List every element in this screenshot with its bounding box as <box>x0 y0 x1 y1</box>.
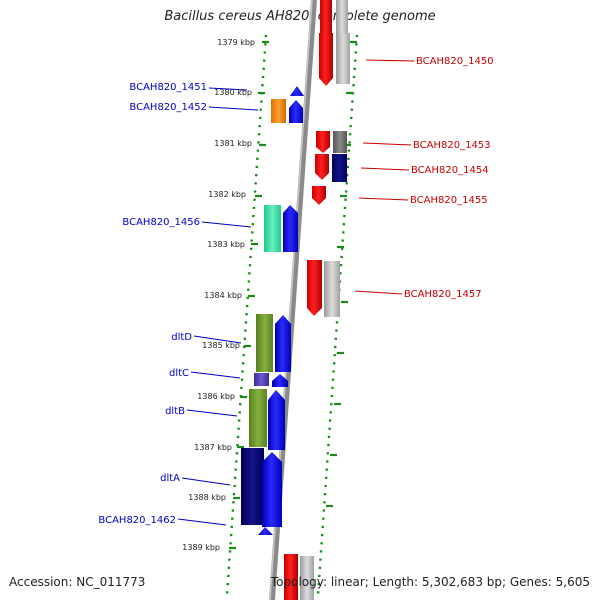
gene-bcah820-1452-orange[interactable] <box>271 99 286 123</box>
gene-dltc-blue[interactable] <box>272 374 288 387</box>
gene-label-left[interactable]: BCAH820_1456 <box>122 217 200 228</box>
gene-dlta-navy[interactable] <box>241 448 264 525</box>
gene-dltd-blue[interactable] <box>275 315 291 372</box>
gene-label-left[interactable]: BCAH820_1452 <box>129 102 207 113</box>
label-connectors-left <box>177 87 259 526</box>
gene-bcah820-1457-red[interactable] <box>307 260 322 316</box>
scale-labels: 1379 kbp 1380 kbp 1381 kbp 1382 kbp 1383… <box>182 38 255 552</box>
gene-label-right[interactable]: BCAH820_1457 <box>404 289 482 300</box>
scale-ticks <box>229 40 357 550</box>
genome-title: Bacillus cereus AH820, complete genome <box>164 9 436 24</box>
label-connectors-right <box>354 59 415 295</box>
gene-bcah820-1456-mint[interactable] <box>264 205 281 252</box>
scale-label: 1389 kbp <box>182 543 220 552</box>
gene-bcah820-1454-navy[interactable] <box>332 154 347 182</box>
gene-dlta-blue[interactable] <box>262 452 282 527</box>
gene-bcah820-1453-red[interactable] <box>316 131 330 153</box>
gene-label-left[interactable]: BCAH820_1451 <box>129 82 207 93</box>
scale-label: 1379 kbp <box>217 38 255 47</box>
gene-label-left[interactable]: dltD <box>171 332 192 343</box>
gene-bcah820-1454-red[interactable] <box>315 154 329 180</box>
scale-label: 1380 kbp <box>214 88 252 97</box>
gene-label-right[interactable]: BCAH820_1455 <box>410 195 488 206</box>
gene-bcah820-1451-blue[interactable] <box>290 86 304 96</box>
topology-label: Topology: linear; Length: 5,302,683 bp; … <box>270 575 590 589</box>
scale-label: 1385 kbp <box>202 341 240 350</box>
gene-dltb-blue[interactable] <box>268 390 285 450</box>
gene-bcah820-1457-gray[interactable] <box>324 261 340 317</box>
scale-label: 1383 kbp <box>207 240 245 249</box>
gene-label-left[interactable]: dltB <box>165 406 185 417</box>
gene-bcah820-1453-gray[interactable] <box>333 131 347 153</box>
gene-top-gray-partial[interactable] <box>336 0 348 34</box>
gene-label-left[interactable]: dltA <box>160 473 180 484</box>
gene-bottom-red-partial[interactable] <box>284 554 298 600</box>
gene-bcah820-1456-blue[interactable] <box>283 205 298 252</box>
scale-label: 1386 kbp <box>197 392 235 401</box>
scale-label: 1381 kbp <box>214 139 252 148</box>
gene-bcah820-1462-blue[interactable] <box>258 527 273 535</box>
gene-dltb-olive[interactable] <box>249 389 267 447</box>
gene-label-right[interactable]: BCAH820_1454 <box>411 165 489 176</box>
gene-bcah820-1450-gray[interactable] <box>336 33 350 84</box>
accession-label: Accession: NC_011773 <box>9 575 146 589</box>
gene-dltd-olive[interactable] <box>256 314 273 372</box>
gene-label-right[interactable]: BCAH820_1450 <box>416 56 494 67</box>
scale-label: 1387 kbp <box>194 443 232 452</box>
gene-bcah820-1452-blue[interactable] <box>289 100 303 123</box>
gene-label-left[interactable]: dltC <box>169 368 189 379</box>
scale-label: 1382 kbp <box>208 190 246 199</box>
gene-top-red-partial[interactable] <box>320 0 332 34</box>
gene-bottom-gray-partial[interactable] <box>300 556 314 600</box>
left-scale-track <box>225 34 268 596</box>
gene-dltc-purple[interactable] <box>254 373 269 386</box>
gene-label-left[interactable]: BCAH820_1462 <box>98 515 176 526</box>
gene-bcah820-1455-red[interactable] <box>312 186 326 205</box>
gene-label-right[interactable]: BCAH820_1453 <box>413 140 491 151</box>
scale-label: 1384 kbp <box>204 291 242 300</box>
scale-label: 1388 kbp <box>188 493 226 502</box>
gene-bcah820-1450-red[interactable] <box>319 33 333 86</box>
